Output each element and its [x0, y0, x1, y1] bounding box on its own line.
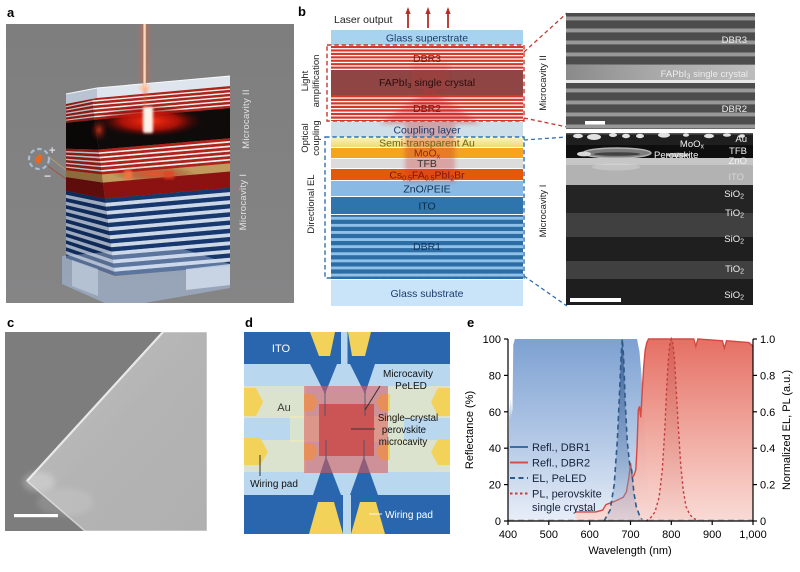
svg-text:+: + — [49, 145, 55, 157]
svg-text:PeLED: PeLED — [395, 381, 427, 392]
svg-text:Microcavity I: Microcavity I — [538, 185, 549, 238]
svg-text:−: − — [44, 169, 51, 183]
svg-text:MoOx: MoOx — [680, 139, 705, 151]
svg-text:FAPbI3 single crystal: FAPbI3 single crystal — [379, 77, 475, 90]
svg-text:perovskite: perovskite — [382, 425, 426, 436]
svg-text:DBR1: DBR1 — [413, 241, 441, 253]
svg-text:SiO2: SiO2 — [724, 234, 744, 246]
svg-text:40: 40 — [489, 443, 501, 455]
svg-text:Reflectance (%): Reflectance (%) — [464, 391, 476, 469]
svg-text:Glass substrate: Glass substrate — [391, 288, 464, 300]
svg-text:TFB: TFB — [417, 158, 437, 170]
svg-text:60: 60 — [489, 407, 501, 419]
svg-text:TiO2: TiO2 — [725, 264, 744, 276]
svg-text:ZnO: ZnO — [729, 156, 747, 167]
svg-text:Refl., DBR1: Refl., DBR1 — [532, 442, 590, 454]
svg-text:Semi-transparent Au: Semi-transparent Au — [379, 138, 475, 150]
svg-text:Optical: Optical — [300, 123, 311, 153]
svg-text:Au: Au — [277, 402, 290, 414]
svg-text:800: 800 — [662, 529, 680, 541]
svg-text:Refl., DBR2: Refl., DBR2 — [532, 458, 590, 470]
svg-text:coupling: coupling — [311, 120, 322, 155]
svg-text:PL, perovskite: PL, perovskite — [532, 489, 602, 501]
svg-text:Microcavity I: Microcavity I — [238, 174, 249, 231]
svg-text:0: 0 — [495, 516, 501, 528]
svg-text:Perovskite: Perovskite — [654, 150, 698, 161]
svg-text:ITO: ITO — [418, 201, 435, 213]
svg-text:Normalized EL, PL (a.u.): Normalized EL, PL (a.u.) — [781, 370, 793, 490]
svg-text:MoOx: MoOx — [414, 148, 441, 161]
svg-text:amplification: amplification — [311, 55, 322, 108]
svg-text:20: 20 — [489, 480, 501, 492]
svg-text:TiO2: TiO2 — [725, 208, 744, 220]
svg-text:SiO2: SiO2 — [724, 290, 744, 302]
svg-text:400: 400 — [499, 529, 517, 541]
svg-text:SiO2: SiO2 — [724, 189, 744, 201]
svg-text:0.2: 0.2 — [760, 480, 775, 492]
svg-text:DBR3: DBR3 — [413, 53, 441, 65]
svg-text:500: 500 — [540, 529, 558, 541]
svg-text:ITO: ITO — [728, 172, 744, 183]
svg-text:80: 80 — [489, 370, 501, 382]
svg-text:1,000: 1,000 — [739, 529, 767, 541]
svg-text:Microcavity: Microcavity — [383, 369, 433, 380]
svg-text:FAPbI3 single crystal: FAPbI3 single crystal — [661, 69, 748, 81]
svg-text:ZnO/PEIE: ZnO/PEIE — [403, 184, 450, 196]
svg-text:ITO: ITO — [272, 343, 291, 355]
svg-text:Wiring pad: Wiring pad — [385, 510, 433, 521]
svg-text:single crystal: single crystal — [532, 502, 596, 514]
svg-text:1.0: 1.0 — [760, 334, 775, 346]
svg-text:Light: Light — [300, 70, 311, 91]
svg-text:Coupling layer: Coupling layer — [393, 125, 461, 137]
svg-text:Single–crystal: Single–crystal — [378, 413, 438, 424]
svg-text:100: 100 — [483, 334, 501, 346]
svg-text:DBR2: DBR2 — [413, 103, 441, 115]
svg-text:0.6: 0.6 — [760, 407, 775, 419]
svg-text:DBR2: DBR2 — [722, 104, 747, 115]
svg-text:Microcavity II: Microcavity II — [538, 55, 549, 110]
svg-text:0: 0 — [760, 516, 766, 528]
svg-text:EL, PeLED: EL, PeLED — [532, 473, 586, 485]
svg-text:700: 700 — [621, 529, 639, 541]
svg-text:Laser output: Laser output — [334, 14, 392, 26]
svg-text:Microcavity II: Microcavity II — [241, 89, 252, 149]
svg-text:DBR3: DBR3 — [722, 35, 747, 46]
svg-text:Directional EL: Directional EL — [306, 174, 317, 233]
svg-text:0.8: 0.8 — [760, 370, 775, 382]
svg-text:Wiring pad: Wiring pad — [250, 479, 298, 490]
svg-text:Au: Au — [735, 134, 747, 145]
svg-text:Wavelength (nm): Wavelength (nm) — [588, 545, 671, 557]
svg-text:0.4: 0.4 — [760, 443, 775, 455]
svg-text:microcavity: microcavity — [379, 437, 428, 448]
svg-text:900: 900 — [703, 529, 721, 541]
svg-text:TFB: TFB — [729, 146, 747, 157]
svg-text:600: 600 — [581, 529, 599, 541]
svg-text:Glass superstrate: Glass superstrate — [386, 33, 468, 45]
